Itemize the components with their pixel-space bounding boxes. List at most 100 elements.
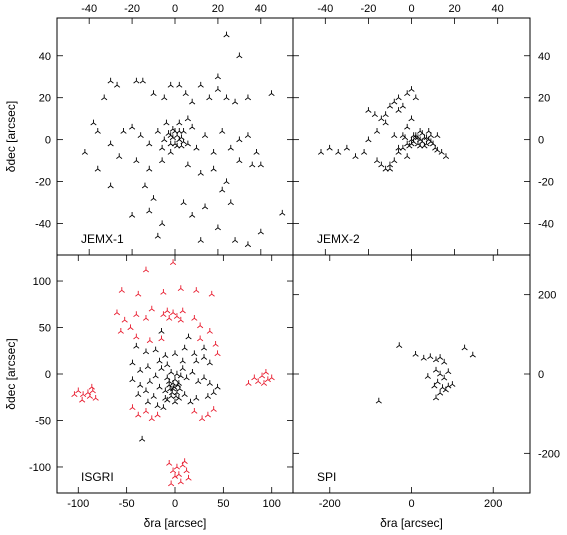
data-point — [86, 393, 93, 399]
data-point — [175, 471, 182, 477]
data-point — [401, 134, 409, 141]
panel-frame — [56, 254, 294, 494]
data-point — [168, 368, 175, 375]
x-tick-label: 0 — [408, 3, 414, 15]
y-tick-label: -40 — [35, 219, 51, 231]
data-point — [214, 224, 221, 231]
data-point — [201, 132, 209, 139]
data-point — [129, 211, 136, 218]
data-point — [166, 460, 173, 466]
data-point — [408, 115, 415, 122]
data-point — [434, 146, 441, 153]
x-tick-label: 0 — [172, 498, 178, 510]
y-tick-label: 0 — [45, 135, 51, 147]
data-point — [412, 94, 419, 101]
data-point — [166, 315, 173, 321]
data-point — [404, 153, 411, 159]
y-tick-label: 20 — [39, 93, 51, 105]
data-point — [184, 115, 191, 122]
data-point — [437, 370, 444, 377]
data-point — [200, 344, 208, 351]
x-tick-label: 40 — [255, 3, 267, 15]
data-point — [174, 142, 181, 149]
series-0 — [317, 86, 450, 172]
data-point — [395, 149, 402, 155]
x-tick-label: 20 — [212, 3, 224, 15]
data-point — [154, 402, 161, 409]
data-point — [107, 182, 114, 189]
data-point — [176, 385, 183, 392]
data-point — [164, 307, 171, 314]
data-point — [432, 366, 440, 373]
panel-label: JEMX-1 — [81, 232, 124, 246]
data-point — [107, 140, 114, 147]
data-point — [113, 81, 121, 88]
data-point — [268, 374, 275, 381]
data-point — [175, 394, 182, 401]
panel-top-left: -40 -20 0 20 40 -40 -20 0 20 40 JEMX-1 δdec [arcsec… — [4, 3, 294, 256]
data-point — [169, 309, 177, 316]
data-point — [326, 144, 333, 151]
data-point — [214, 383, 221, 390]
data-point — [184, 140, 191, 147]
data-point — [408, 140, 415, 147]
data-point — [129, 404, 136, 411]
data-point — [167, 149, 174, 155]
data-point — [154, 232, 161, 239]
data-point — [423, 134, 430, 141]
panel-label: ISGRI — [81, 470, 114, 484]
data-point — [373, 157, 381, 164]
data-point — [227, 199, 234, 206]
x-tick-label: -40 — [81, 3, 97, 15]
data-point — [189, 123, 196, 130]
panel-bottom-left: -100 -50 0 50 100 -100 -50 0 50 100 ISGRI δra [arcs… — [4, 254, 294, 530]
data-point — [197, 170, 204, 176]
data-point — [94, 128, 101, 134]
data-point — [133, 157, 140, 164]
data-point — [204, 393, 211, 399]
data-point — [183, 374, 190, 381]
data-point — [395, 107, 402, 113]
data-point — [391, 98, 398, 105]
data-point — [156, 383, 163, 390]
data-point — [179, 365, 186, 371]
data-point — [141, 182, 149, 189]
data-point — [146, 207, 153, 214]
y-tick-label: 100 — [33, 276, 51, 288]
data-point — [180, 138, 187, 145]
data-point — [206, 359, 213, 366]
x-tick-label: 0 — [172, 3, 178, 15]
data-point — [244, 132, 252, 139]
data-point — [156, 357, 163, 364]
data-point — [169, 125, 176, 132]
data-point — [414, 134, 422, 141]
data-point — [424, 373, 431, 379]
data-point — [469, 351, 476, 358]
data-point — [193, 144, 200, 151]
data-point — [137, 367, 144, 373]
data-point — [352, 153, 359, 159]
data-point — [148, 305, 155, 312]
data-point — [160, 311, 167, 318]
data-point — [181, 458, 188, 464]
data-point — [378, 161, 385, 168]
data-point — [427, 353, 434, 360]
data-point — [171, 473, 179, 479]
data-point — [219, 128, 226, 134]
y-axis-label: δdec [arcsec] — [4, 338, 18, 409]
data-point — [166, 378, 173, 384]
y-tick-label: 200 — [538, 290, 556, 302]
data-point — [159, 157, 166, 164]
data-point — [176, 128, 183, 134]
data-point — [193, 287, 200, 293]
data-point — [382, 119, 389, 126]
data-point — [214, 73, 221, 80]
data-point — [107, 77, 114, 84]
data-point — [255, 378, 262, 384]
data-point — [417, 142, 424, 149]
data-point — [80, 391, 87, 398]
data-point — [148, 415, 155, 422]
series-0 — [71, 259, 275, 487]
y-tick-label: -50 — [35, 415, 51, 427]
